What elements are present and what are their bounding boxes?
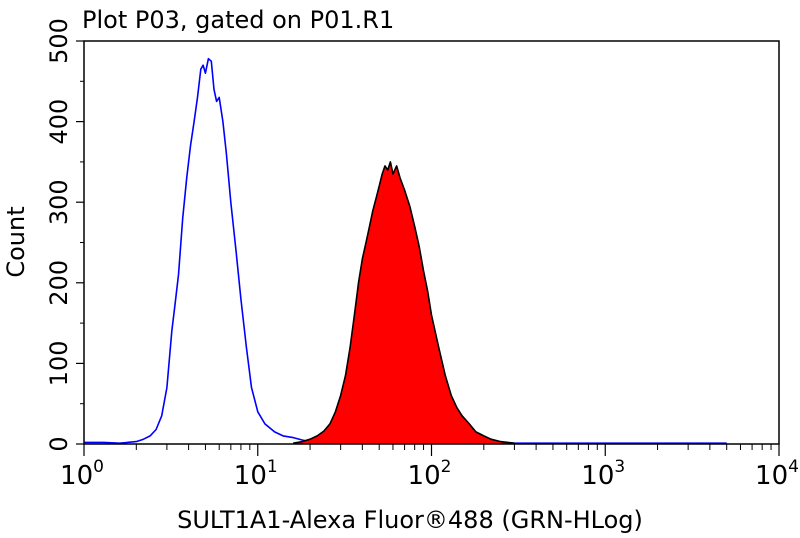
series-2-outline — [293, 161, 515, 444]
x-tick-label: 102 — [408, 457, 452, 491]
x-tick-label: 104 — [755, 457, 799, 491]
y-tick-label: 500 — [45, 18, 73, 64]
y-tick-label: 400 — [45, 99, 73, 145]
series-2-fill — [293, 161, 515, 444]
y-tick-label: 300 — [45, 179, 73, 225]
series-1-line — [84, 57, 727, 444]
x-tick-label: 103 — [581, 457, 625, 491]
y-axis: 0 100 200 300 400 500 — [45, 18, 84, 452]
chart-title: Plot P03, gated on P01.R1 — [82, 6, 394, 34]
series-layer — [84, 57, 727, 444]
y-tick-label: 0 — [45, 436, 73, 451]
y-tick-label: 200 — [45, 260, 73, 306]
x-tick-label: 100 — [60, 457, 104, 491]
x-axis-label: SULT1A1-Alexa Fluor®488 (GRN-HLog) — [177, 506, 643, 534]
y-axis-label: Count — [2, 206, 30, 277]
y-tick-label: 100 — [45, 340, 73, 386]
x-tick-label: 101 — [234, 457, 278, 491]
x-axis: 100 101 102 103 104 — [60, 444, 799, 491]
